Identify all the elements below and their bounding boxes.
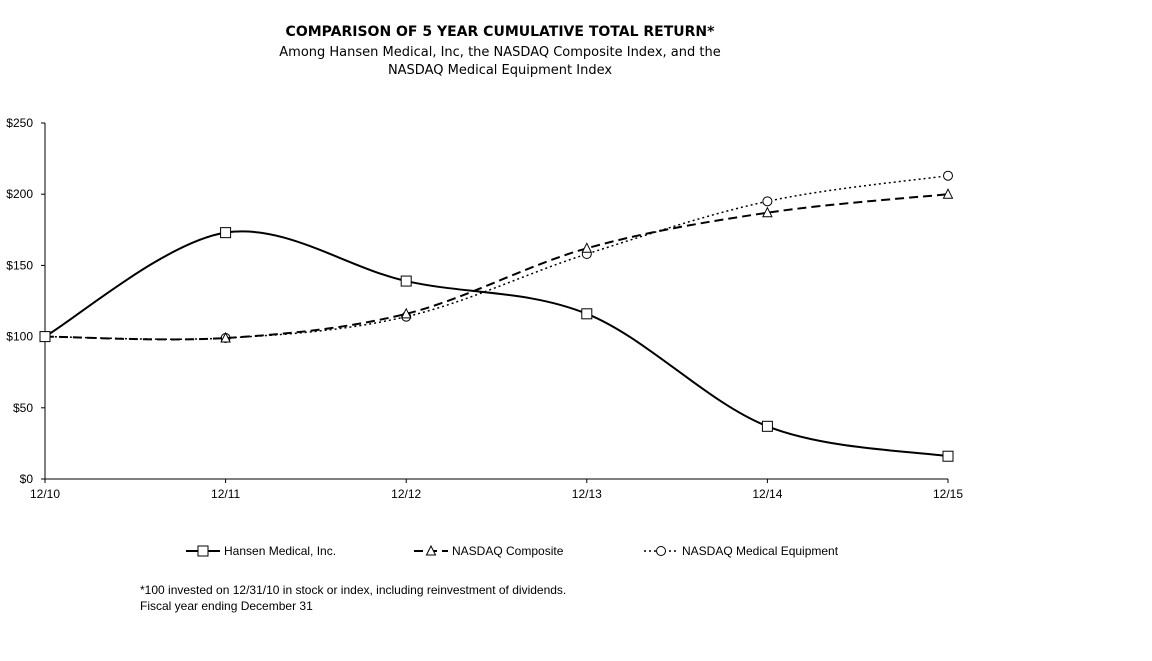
data-point-nasdaq-composite: [581, 242, 593, 253]
data-point-hansen-medical-inc: [761, 420, 773, 432]
y-tick-label: $0: [20, 472, 34, 486]
x-tick-label: 12/13: [572, 487, 602, 501]
x-tick-label: 12/15: [933, 487, 963, 501]
legend-label-nasdaq-composite: NASDAQ Composite: [452, 544, 564, 558]
chart-subtitle: Among Hansen Medical, Inc, the NASDAQ Co…: [279, 45, 721, 78]
legend-label-nasdaq-medical-equipment: NASDAQ Medical Equipment: [682, 544, 839, 558]
data-point-nasdaq-medical-equipment: [943, 170, 953, 181]
y-tick-label: $50: [13, 401, 33, 415]
data-point-hansen-medical-inc: [39, 331, 51, 343]
data-point-hansen-medical-inc: [220, 227, 232, 239]
x-tick-label: 12/12: [391, 487, 421, 501]
series-line-nasdaq-composite: [44, 193, 949, 341]
footnote-line-1: *100 invested on 12/31/10 in stock or in…: [140, 583, 567, 597]
footnote: *100 invested on 12/31/10 in stock or in…: [140, 582, 566, 614]
data-point-hansen-medical-inc: [581, 308, 593, 320]
footnote-line-2: Fiscal year ending December 31: [140, 599, 313, 613]
legend-marker-nasdaq-medical-equipment: [656, 546, 666, 556]
data-point-nasdaq-medical-equipment: [762, 196, 773, 207]
legend-label-hansen-medical-inc: Hansen Medical, Inc.: [224, 544, 336, 558]
series-line-nasdaq-medical-equipment: [44, 174, 949, 340]
data-point-nasdaq-composite: [220, 331, 231, 343]
legend-marker-hansen-medical-inc: [197, 545, 209, 557]
chart-title: COMPARISON OF 5 YEAR CUMULATIVE TOTAL RE…: [285, 24, 715, 40]
y-tick-label: $150: [6, 258, 33, 272]
legend-marker-nasdaq-composite: [425, 544, 437, 556]
chart-title-block: COMPARISON OF 5 YEAR CUMULATIVE TOTAL RE…: [250, 22, 750, 80]
x-tick-label: 12/10: [30, 487, 60, 501]
data-point-nasdaq-composite: [400, 307, 412, 319]
data-point-hansen-medical-inc: [942, 450, 954, 462]
y-tick-label: $200: [6, 187, 33, 201]
data-point-nasdaq-composite: [762, 206, 773, 218]
x-tick-label: 12/14: [752, 487, 782, 501]
series-line-hansen-medical-inc: [44, 230, 949, 458]
data-point-hansen-medical-inc: [400, 275, 412, 287]
y-tick-label: $250: [6, 116, 33, 130]
data-point-nasdaq-composite: [942, 188, 954, 199]
x-tick-label: 12/11: [211, 487, 240, 501]
y-tick-label: $100: [6, 330, 33, 344]
